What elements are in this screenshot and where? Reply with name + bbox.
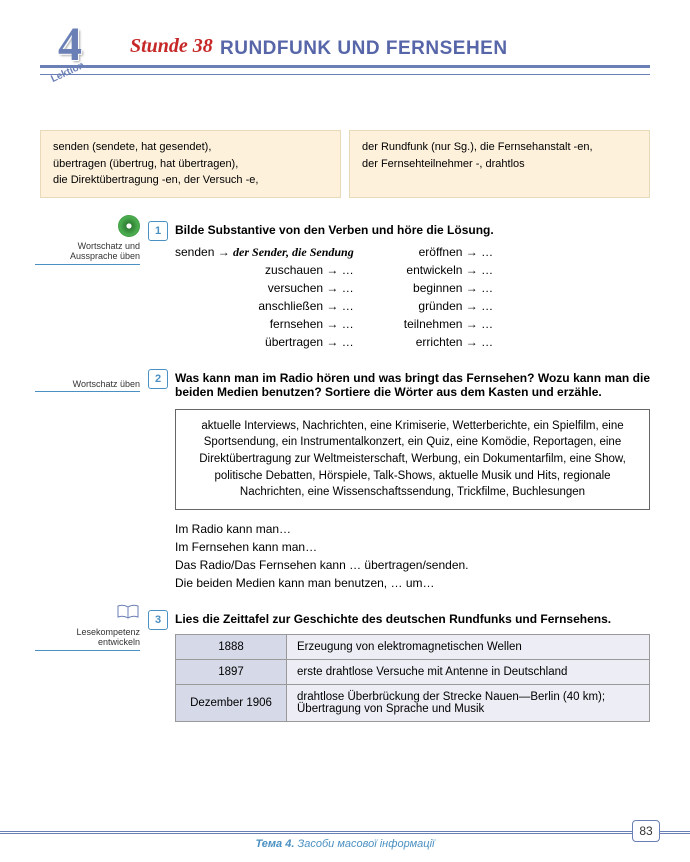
page-header: 4 Lektion Stunde 38 RUNDFUNK UND FERNSEH… — [40, 30, 650, 100]
lektion-badge: 4 Lektion — [50, 25, 120, 95]
page-number: 83 — [632, 820, 660, 842]
verb-item: beginnen → … — [404, 279, 493, 297]
vocab-boxes: senden (sendete, hat gesendet), übertrag… — [40, 130, 650, 198]
starter-line: Im Fernsehen kann man… — [175, 538, 650, 556]
exercise-1-number: 1 — [148, 221, 168, 241]
exercise-3-sidebar: Lesekompetenz entwickeln — [35, 604, 140, 651]
stunde-label: Stunde 38 — [130, 35, 213, 58]
page-footer: Тема 4. Засоби масової інформації — [0, 831, 690, 850]
exercise-2-number: 2 — [148, 369, 168, 389]
exercise-2-side-label: Wortschatz üben — [35, 379, 140, 390]
exercise-2-sidebar: Wortschatz üben — [35, 379, 140, 393]
verb-col-right: eröffnen → … entwickeln → … beginnen → …… — [404, 243, 493, 351]
exercise-1-body: Bilde Substantive von den Verben und hör… — [175, 223, 650, 351]
word-box: aktuelle Interviews, Nachrichten, eine K… — [175, 409, 650, 510]
book-icon — [35, 604, 140, 623]
exercise-3-side-label: Lesekompetenz entwickeln — [35, 627, 140, 649]
year-cell: Dezember 1906 — [176, 684, 287, 721]
verb-item: eröffnen → … — [404, 243, 493, 261]
exercise-3-number: 3 — [148, 610, 168, 630]
exercise-2-body: Was kann man im Radio hören und was brin… — [175, 371, 650, 592]
theme-label: Тема 4. — [256, 838, 295, 850]
example-verb: senden → — [175, 245, 230, 259]
verb-item: anschließen → … — [175, 297, 354, 315]
exercise-3-body: Lies die Zeittafel zur Geschichte des de… — [175, 612, 650, 722]
timeline-table: 1888 Erzeugung von elektromagnetischen W… — [175, 634, 650, 722]
desc-cell: Erzeugung von elektromagnetischen Wellen — [287, 634, 650, 659]
verb-item: gründen → … — [404, 297, 493, 315]
verb-item: fernsehen → … — [175, 315, 354, 333]
year-cell: 1897 — [176, 659, 287, 684]
table-row: Dezember 1906 drahtlose Überbrückung der… — [176, 684, 650, 721]
exercise-3-instruction: Lies die Zeittafel zur Geschichte des de… — [175, 612, 650, 626]
vocab-box-right: der Rundfunk (nur Sg.), die Fernsehansta… — [349, 130, 650, 198]
vocab-box-left: senden (sendete, hat gesendet), übertrag… — [40, 130, 341, 198]
verb-item: versuchen → … — [175, 279, 354, 297]
starter-line: Im Radio kann man… — [175, 520, 650, 538]
exercise-3: Lesekompetenz entwickeln 3 Lies die Zeit… — [40, 612, 650, 722]
starter-line: Die beiden Medien kann man benutzen, … u… — [175, 574, 650, 592]
example-answer: der Sender, die Sendung — [233, 245, 354, 259]
starter-line: Das Radio/Das Fernsehen kann … übertrage… — [175, 556, 650, 574]
table-row: 1888 Erzeugung von elektromagnetischen W… — [176, 634, 650, 659]
cd-icon — [35, 215, 140, 237]
footer-theme: Тема 4. Засоби масової інформації — [0, 838, 690, 850]
verb-item: teilnehmen → … — [404, 315, 493, 333]
desc-cell: drahtlose Überbrückung der Strecke Nauen… — [287, 684, 650, 721]
verb-item: übertragen → … — [175, 333, 354, 351]
exercise-1-side-label: Wortschatz und Aussprache üben — [35, 241, 140, 263]
theme-text: Засоби масової інформації — [297, 838, 434, 850]
exercise-2: Wortschatz üben 2 Was kann man im Radio … — [40, 371, 650, 592]
exercise-1-instruction: Bilde Substantive von den Verben und hör… — [175, 223, 650, 237]
exercise-1: Wortschatz und Aussprache üben 1 Bilde S… — [40, 223, 650, 351]
verb-item: entwickeln → … — [404, 261, 493, 279]
verb-item: errichten → … — [404, 333, 493, 351]
page: 4 Lektion Stunde 38 RUNDFUNK UND FERNSEH… — [0, 0, 690, 862]
exercise-1-sidebar: Wortschatz und Aussprache üben — [35, 215, 140, 266]
desc-cell: erste drahtlose Versuche mit Antenne in … — [287, 659, 650, 684]
sentence-starters: Im Radio kann man… Im Fernsehen kann man… — [175, 520, 650, 592]
page-title: RUNDFUNK UND FERNSEHEN — [220, 38, 650, 60]
table-row: 1897 erste drahtlose Versuche mit Antenn… — [176, 659, 650, 684]
verb-col-left: senden → der Sender, die Sendung zuschau… — [175, 243, 354, 351]
verb-columns: senden → der Sender, die Sendung zuschau… — [175, 243, 650, 351]
year-cell: 1888 — [176, 634, 287, 659]
exercise-2-instruction: Was kann man im Radio hören und was brin… — [175, 371, 650, 399]
title-underline — [40, 65, 650, 75]
verb-item: zuschauen → … — [175, 261, 354, 279]
